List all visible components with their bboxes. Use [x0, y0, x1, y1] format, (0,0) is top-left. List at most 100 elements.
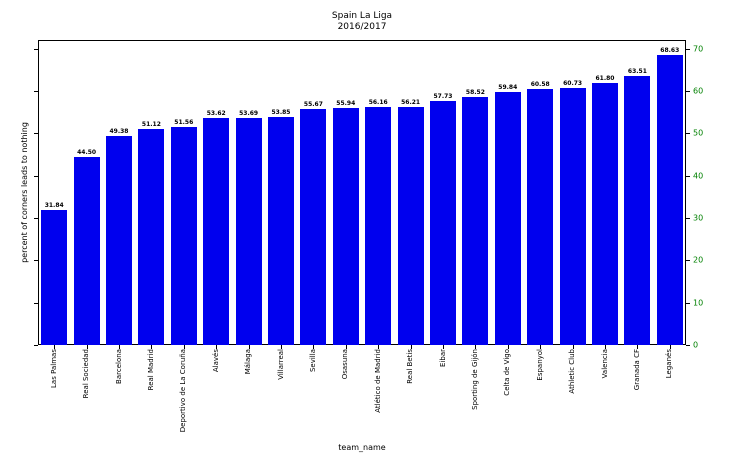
y-tick-label: 50: [693, 128, 704, 138]
x-tick: [248, 345, 250, 349]
bar-value-label: 44.50: [77, 148, 97, 156]
bar: [592, 83, 618, 345]
x-tick-label: Atlético de Madrid: [373, 349, 382, 413]
x-tick-label: Alavés: [211, 349, 220, 373]
bar: [656, 54, 683, 345]
x-tick-label: Sporting de Gijón: [470, 349, 479, 410]
y-tick-right: [686, 345, 690, 346]
x-tick: [378, 345, 380, 349]
y-tick-label: 70: [693, 44, 704, 54]
x-tick: [151, 345, 153, 349]
bar-value-label: 53.85: [271, 109, 291, 117]
y-tick-left: [34, 260, 38, 262]
bar: [430, 100, 456, 345]
bar-value-label: 56.21: [401, 99, 421, 107]
y-tick-right: [686, 133, 690, 135]
bar: [138, 128, 165, 345]
x-tick: [345, 345, 347, 349]
x-tick: [410, 345, 412, 349]
y-axis-label: percent of corners leads to nothing: [20, 122, 29, 263]
y-tick-left: [34, 91, 38, 93]
y-tick-left: [34, 175, 38, 177]
bar-value-label: 53.62: [206, 110, 226, 118]
x-tick: [605, 345, 606, 349]
bar: [332, 108, 359, 345]
x-tick: [54, 345, 56, 349]
chart-title: Spain La Liga: [331, 11, 393, 21]
x-tick-label: Real Madrid: [146, 349, 155, 391]
bar-value-label: 63.51: [627, 68, 647, 76]
x-tick-label: Athletic Club: [568, 349, 577, 394]
x-tick: [86, 345, 88, 349]
x-tick: [637, 345, 639, 349]
bar-value-label: 31.84: [44, 202, 64, 210]
bar-value-label: 58.52: [465, 89, 485, 97]
y-tick-left: [34, 48, 38, 50]
bar: [494, 91, 521, 345]
y-tick-label: 20: [693, 255, 704, 265]
bar-value-label: 59.84: [498, 83, 518, 91]
x-tick: [281, 345, 282, 349]
x-tick-label: Espanyol: [535, 349, 544, 381]
y-tick-label: 60: [693, 86, 704, 96]
x-tick-label: Osasuna: [341, 349, 350, 380]
bar-value-label: 49.38: [109, 127, 129, 135]
x-tick: [216, 345, 218, 349]
x-tick-label: Villarreal: [276, 349, 285, 380]
y-tick-left: [34, 218, 38, 220]
y-tick-right: [686, 260, 690, 262]
bar: [624, 76, 651, 345]
bar-value-label: 60.58: [530, 80, 550, 88]
x-tick-label: Leganés: [665, 349, 674, 379]
x-tick: [313, 345, 315, 349]
bar-value-label: 51.56: [174, 118, 194, 126]
x-tick-label: Málaga: [244, 349, 253, 375]
bar: [527, 88, 554, 345]
bar: [268, 117, 294, 345]
x-tick: [475, 345, 477, 349]
x-tick: [540, 345, 542, 349]
y-tick-left: [34, 302, 38, 304]
bar: [235, 117, 262, 345]
bar-value-label: 60.73: [563, 79, 583, 87]
x-tick-label: Las Palmas: [49, 349, 58, 388]
bar-value-label: 57.73: [433, 92, 453, 100]
bar: [73, 156, 100, 345]
x-tick: [669, 345, 671, 349]
x-tick: [507, 345, 509, 349]
y-tick-label: 40: [693, 171, 704, 181]
bar: [106, 135, 132, 345]
bar-value-label: 53.69: [239, 109, 259, 117]
y-tick-label: 0: [693, 340, 699, 350]
bar: [365, 107, 392, 345]
x-tick-label: Sevilla: [308, 349, 317, 373]
y-tick-right: [686, 218, 690, 220]
bar: [300, 109, 327, 345]
bar: [462, 97, 489, 345]
y-tick-label: 30: [693, 213, 704, 223]
chart-subtitle: 2016/2017: [337, 22, 387, 32]
y-tick-right: [686, 91, 690, 93]
x-tick-label: Celta de Vigo: [503, 349, 512, 396]
x-tick: [572, 345, 574, 349]
bar-value-label: 68.63: [660, 46, 680, 54]
x-tick: [119, 345, 120, 349]
bar: [559, 87, 586, 345]
y-tick-left: [34, 133, 38, 135]
bar-value-label: 56.16: [368, 99, 388, 107]
x-tick-label: Eibar: [438, 349, 447, 367]
y-tick-right: [686, 302, 690, 304]
y-tick-left: [34, 345, 38, 346]
x-tick: [443, 345, 444, 349]
x-tick: [183, 345, 185, 349]
y-tick-right: [686, 175, 690, 177]
x-tick-label: Real Sociedad: [82, 349, 91, 399]
bar-value-label: 55.94: [336, 100, 356, 108]
x-tick-label: Granada CF: [632, 349, 641, 391]
bar: [170, 126, 197, 345]
bar: [41, 210, 68, 345]
plot-area: [38, 40, 686, 345]
bar-value-label: 61.80: [595, 75, 615, 83]
bar: [203, 118, 230, 345]
